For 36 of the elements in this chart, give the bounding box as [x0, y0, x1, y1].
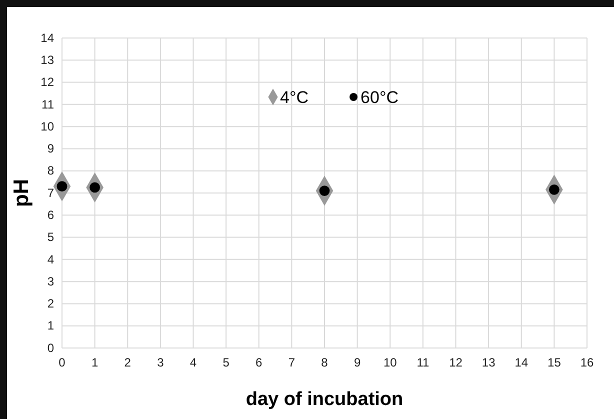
y-tick-label: 8: [47, 164, 54, 178]
x-tick-label: 12: [449, 356, 463, 370]
y-tick-label: 3: [47, 274, 54, 288]
x-tick-label: 11: [416, 356, 430, 370]
x-tick-label: 14: [514, 356, 528, 370]
x-tick-label: 15: [548, 356, 562, 370]
x-tick-label: 7: [288, 356, 296, 370]
y-tick-label: 2: [47, 296, 54, 311]
y-tick-label: 7: [47, 186, 54, 200]
y-tick-label: 0: [47, 340, 54, 355]
y-tick-label: 4: [47, 252, 54, 266]
y-tick-label: 12: [40, 75, 54, 90]
y-tick-label: 10: [40, 119, 54, 134]
x-tick-label: 9: [354, 356, 361, 370]
x-tick-label: 0: [58, 356, 66, 370]
legend-label: 4°C: [280, 88, 309, 107]
x-tick-label: 1: [91, 356, 98, 370]
x-tick-label: 8: [321, 356, 328, 370]
y-tick-label: 11: [42, 97, 54, 112]
x-tick-label: 5: [222, 356, 230, 370]
x-tick-label: 3: [157, 356, 164, 370]
x-tick-label: 6: [256, 356, 263, 370]
y-tick-label: 1: [47, 318, 54, 333]
x-tick-label: 2: [124, 356, 132, 370]
x-axis-title: day of incubation: [246, 389, 404, 410]
legend-label: 60°C: [360, 88, 399, 107]
x-tick-label: 13: [482, 356, 496, 370]
x-tick-label: 10: [383, 356, 398, 370]
y-tick-label: 9: [47, 142, 54, 156]
y-axis-title: pH: [10, 179, 33, 207]
x-tick-label: 4: [190, 356, 197, 370]
y-tick-label: 13: [40, 52, 54, 67]
y-tick-label: 14: [40, 30, 54, 45]
y-tick-label: 6: [47, 208, 54, 222]
y-tick-label: 5: [47, 230, 54, 244]
x-tick-label: 16: [580, 356, 594, 370]
